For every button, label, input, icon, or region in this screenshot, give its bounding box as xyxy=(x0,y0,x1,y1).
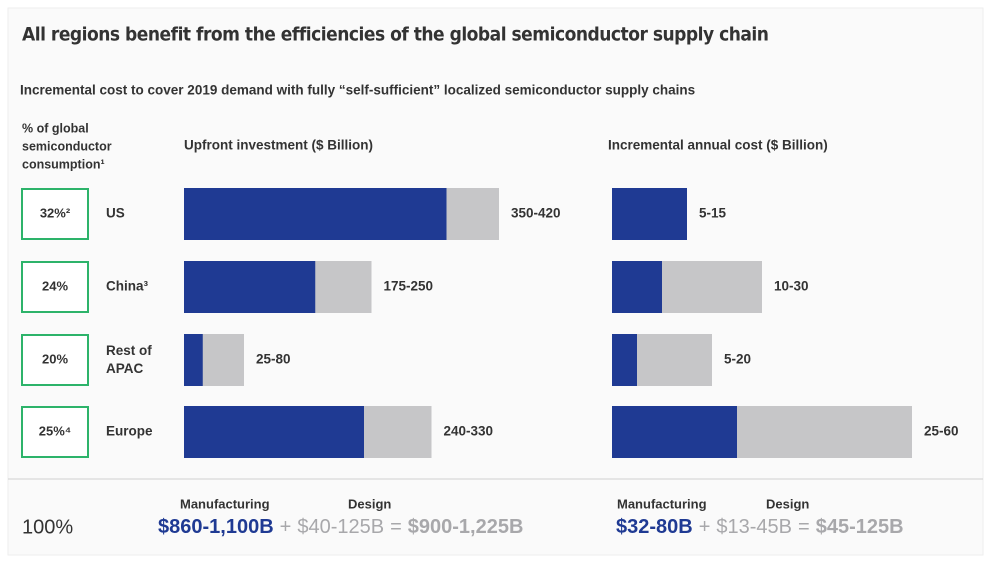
manufacturing-total: $860-1,100B xyxy=(158,516,274,538)
legend-manufacturing: Manufacturing xyxy=(617,496,707,511)
bar-low xyxy=(612,261,662,313)
legend-design: Design xyxy=(348,496,391,511)
share-header: consumption¹ xyxy=(22,157,105,171)
category-label-line: Rest of xyxy=(106,343,152,358)
grand-total: $900-1,225B xyxy=(408,516,524,538)
value-label: 5-15 xyxy=(699,206,727,221)
bar-low xyxy=(612,334,637,386)
value-label: 25-80 xyxy=(256,352,291,367)
share-box xyxy=(21,188,89,240)
subtitle: Incremental cost to cover 2019 demand wi… xyxy=(20,83,695,98)
category-label: Rest of APAC xyxy=(106,343,152,376)
bar-low xyxy=(612,406,737,458)
background xyxy=(7,7,984,556)
bar-low xyxy=(184,188,447,240)
value-label: 10-30 xyxy=(774,279,809,294)
share-box xyxy=(21,406,89,458)
share-header: % of global xyxy=(22,121,89,135)
bar-low xyxy=(184,334,203,386)
plus-sign: + xyxy=(699,516,711,538)
equals-sign: = xyxy=(390,516,402,538)
share-header: semiconductor xyxy=(22,139,112,153)
design-total: $40-125B xyxy=(297,516,384,538)
category-label: China³ xyxy=(106,279,149,294)
value-label: 350-420 xyxy=(511,206,561,221)
share-label: 20% xyxy=(42,351,68,366)
legend-design: Design xyxy=(766,496,809,511)
legend-manufacturing: Manufacturing xyxy=(180,496,270,511)
category-label: Europe xyxy=(106,424,153,439)
share-label: 32%² xyxy=(40,205,71,220)
share-label: 25%⁴ xyxy=(39,423,71,438)
bar-low xyxy=(184,406,364,458)
share-label: 24% xyxy=(42,278,68,293)
value-label: 25-60 xyxy=(924,424,959,439)
value-label: 5-20 xyxy=(724,352,751,367)
plus-sign: + xyxy=(280,516,292,538)
panel-title: Incremental annual cost ($ Billion) xyxy=(608,138,828,153)
share-box xyxy=(21,334,89,386)
design-total: $13-45B xyxy=(716,516,792,538)
manufacturing-total: $32-80B xyxy=(616,516,693,538)
bar-low xyxy=(612,188,687,240)
category-label: US xyxy=(106,206,125,221)
share-box xyxy=(21,261,89,313)
equals-sign: = xyxy=(798,516,810,538)
value-label: 240-330 xyxy=(444,424,494,439)
bar-low xyxy=(184,261,316,313)
value-label: 175-250 xyxy=(384,279,434,294)
panel-title: Upfront investment ($ Billion) xyxy=(184,138,373,153)
total-equation: $860-1,100B + $40-125B = $900-1,225B xyxy=(158,516,523,538)
title: All regions benefit from the efficiencie… xyxy=(22,24,768,46)
total-share: 100% xyxy=(22,516,73,538)
total-equation: $32-80B + $13-45B = $45-125B xyxy=(616,516,904,538)
grand-total: $45-125B xyxy=(816,516,904,538)
category-label-line: APAC xyxy=(106,361,144,376)
